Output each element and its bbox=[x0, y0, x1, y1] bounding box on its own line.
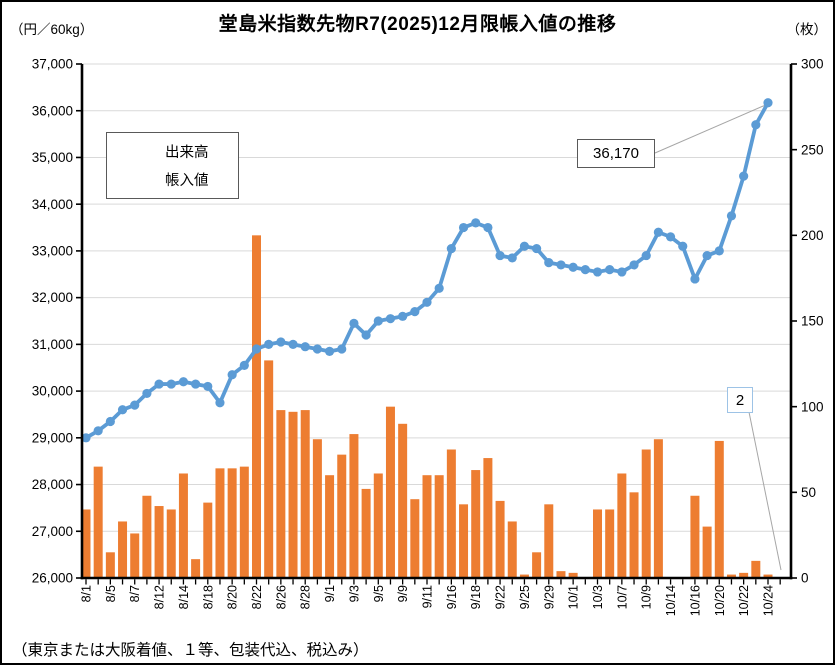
svg-text:8/1: 8/1 bbox=[80, 585, 94, 602]
svg-text:250: 250 bbox=[801, 142, 824, 157]
svg-text:10/3: 10/3 bbox=[591, 585, 605, 609]
svg-text:150: 150 bbox=[801, 314, 824, 329]
svg-text:8/5: 8/5 bbox=[104, 585, 118, 602]
svg-text:9/1: 9/1 bbox=[323, 585, 337, 602]
svg-text:10/22: 10/22 bbox=[737, 585, 751, 616]
svg-text:9/5: 9/5 bbox=[372, 585, 386, 602]
svg-text:10/24: 10/24 bbox=[762, 585, 776, 616]
svg-text:10/9: 10/9 bbox=[640, 585, 654, 609]
x-axis-ticks bbox=[85, 579, 781, 585]
legend-item-volume: 出来高 bbox=[120, 141, 238, 162]
svg-text:300: 300 bbox=[801, 57, 824, 72]
final-volume-callout: 2 bbox=[727, 387, 753, 413]
svg-text:8/26: 8/26 bbox=[274, 585, 288, 609]
svg-text:28,000: 28,000 bbox=[32, 477, 73, 492]
left-axis-ticks: 26,000 27,000 28,000 29,000 30,000 31,000 32,0… bbox=[32, 57, 82, 586]
x-axis-labels: 8/1 8/5 8/7 8/12 8/14 8/18 8/20 8/22 8/26 8/28 9/1… bbox=[80, 585, 776, 616]
svg-text:8/28: 8/28 bbox=[299, 585, 313, 609]
svg-text:29,000: 29,000 bbox=[32, 430, 73, 445]
chart-title: 堂島米指数先物R7(2025)12月限帳入値の推移 bbox=[218, 14, 617, 35]
svg-text:8/20: 8/20 bbox=[226, 585, 240, 609]
svg-text:36,000: 36,000 bbox=[32, 103, 73, 118]
svg-text:9/11: 9/11 bbox=[421, 585, 435, 608]
svg-text:31,000: 31,000 bbox=[32, 337, 73, 352]
svg-text:9/22: 9/22 bbox=[494, 585, 508, 609]
svg-text:50: 50 bbox=[801, 485, 816, 500]
svg-text:34,000: 34,000 bbox=[32, 197, 73, 212]
svg-text:0: 0 bbox=[801, 571, 809, 586]
svg-text:8/12: 8/12 bbox=[153, 585, 167, 609]
svg-text:35,000: 35,000 bbox=[32, 150, 73, 165]
svg-text:8/14: 8/14 bbox=[177, 585, 191, 609]
svg-text:27,000: 27,000 bbox=[32, 524, 73, 539]
callout-leaders bbox=[654, 104, 782, 571]
left-axis-unit: （円／60kg） bbox=[10, 22, 94, 37]
svg-text:10/14: 10/14 bbox=[664, 585, 678, 616]
legend-item-price: 帳入値 bbox=[120, 169, 238, 190]
legend: 出来高 帳入値 bbox=[106, 132, 239, 199]
svg-text:8/22: 8/22 bbox=[250, 585, 264, 609]
svg-text:200: 200 bbox=[801, 228, 824, 243]
svg-text:9/16: 9/16 bbox=[445, 585, 459, 609]
svg-text:26,000: 26,000 bbox=[32, 571, 73, 586]
price-line-swatch-icon bbox=[120, 174, 157, 186]
svg-text:37,000: 37,000 bbox=[32, 57, 73, 72]
svg-text:10/7: 10/7 bbox=[615, 585, 629, 609]
legend-price-label: 帳入値 bbox=[165, 173, 209, 189]
volume-bar-swatch-icon bbox=[120, 147, 157, 157]
legend-volume-label: 出来高 bbox=[165, 145, 209, 161]
footnote: （東京または大阪着値、１等、包装代込、税込み） bbox=[12, 642, 369, 659]
svg-text:9/18: 9/18 bbox=[469, 585, 483, 609]
svg-text:32,000: 32,000 bbox=[32, 290, 73, 305]
right-axis-unit: （枚） bbox=[786, 22, 828, 37]
svg-text:8/18: 8/18 bbox=[201, 585, 215, 609]
final-price-callout: 36,170 bbox=[577, 139, 655, 168]
svg-text:100: 100 bbox=[801, 399, 824, 414]
svg-text:9/29: 9/29 bbox=[542, 585, 556, 609]
svg-text:10/1: 10/1 bbox=[567, 585, 581, 609]
svg-text:9/9: 9/9 bbox=[396, 585, 410, 602]
svg-text:8/7: 8/7 bbox=[128, 585, 142, 602]
price-line bbox=[81, 98, 773, 443]
svg-text:10/16: 10/16 bbox=[688, 585, 702, 616]
svg-text:30,000: 30,000 bbox=[32, 384, 73, 399]
svg-text:10/20: 10/20 bbox=[713, 585, 727, 616]
svg-text:9/25: 9/25 bbox=[518, 585, 532, 609]
svg-text:9/3: 9/3 bbox=[347, 585, 361, 602]
volume-bars bbox=[81, 235, 773, 579]
svg-text:33,000: 33,000 bbox=[32, 244, 73, 259]
right-axis-ticks: 0 50 100 150 200 250 300 bbox=[791, 57, 824, 586]
